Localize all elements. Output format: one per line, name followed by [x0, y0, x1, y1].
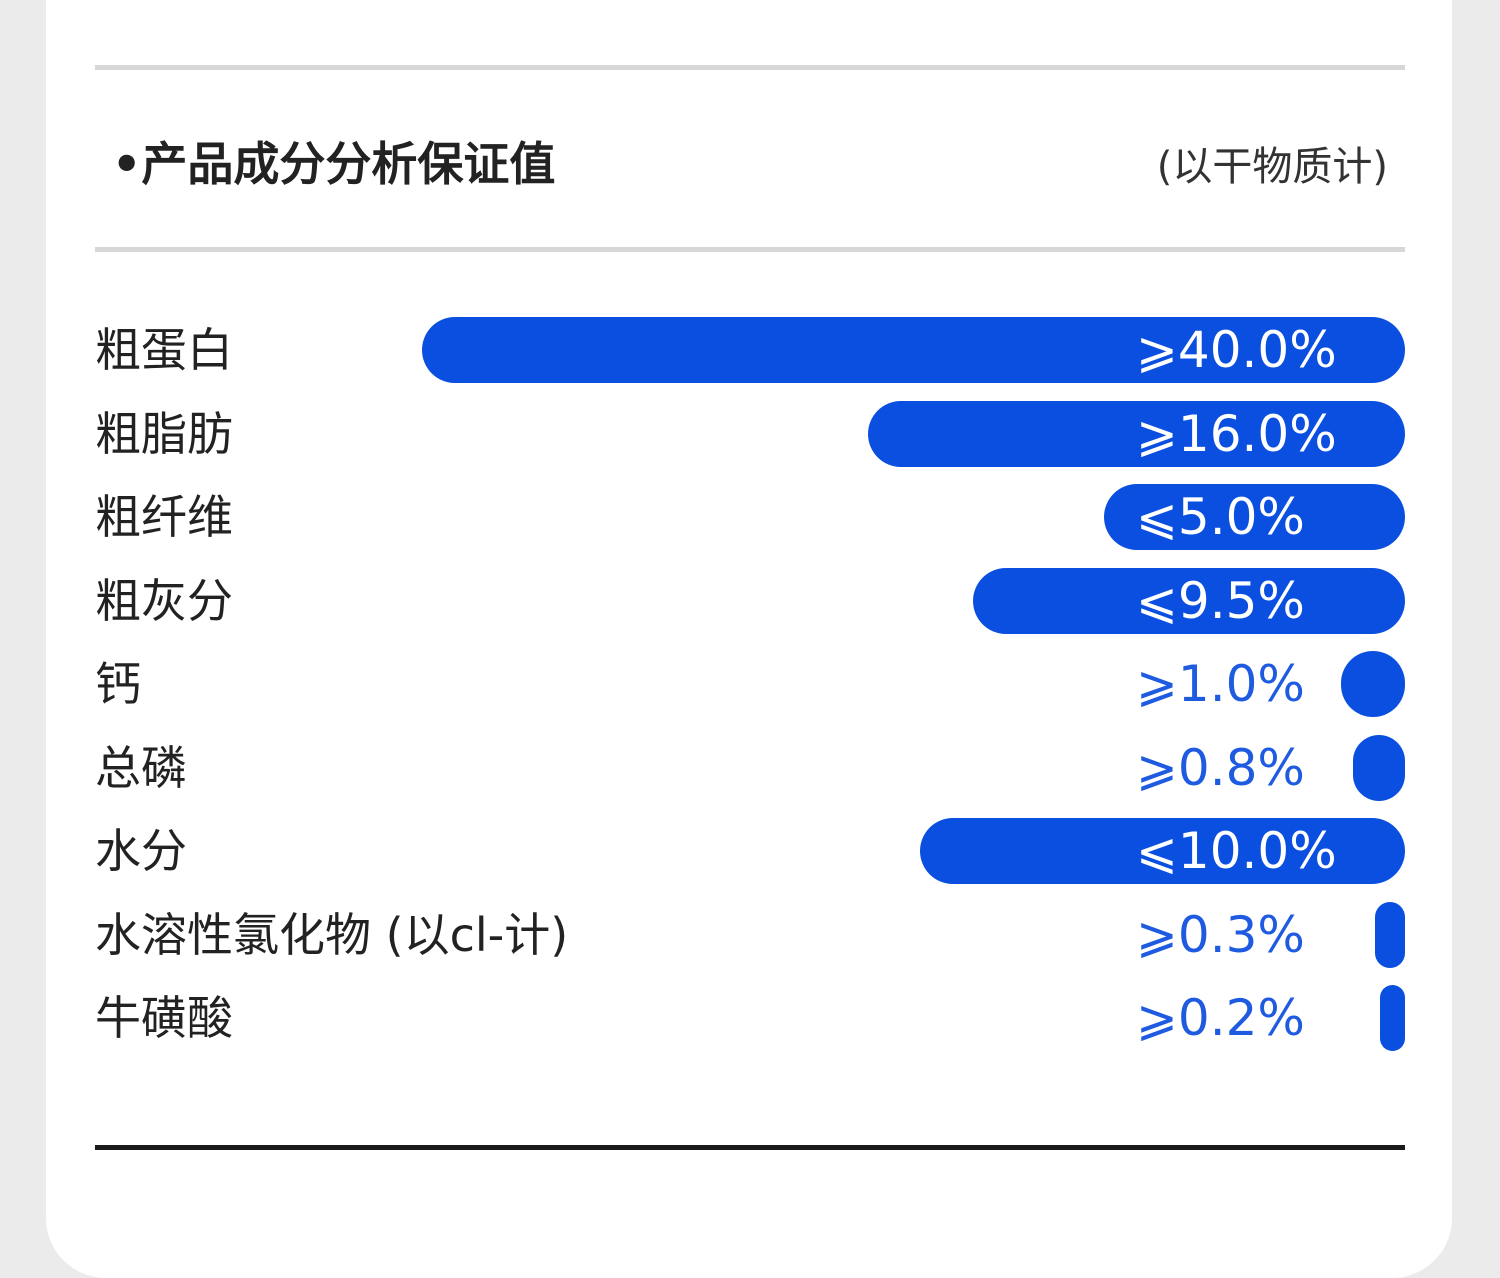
- value-label: ⩾16.0%: [1136, 404, 1337, 463]
- section-title: •产品成分分析保证值: [112, 137, 556, 191]
- category-label: 水溶性氯化物 (以cl-计): [95, 907, 569, 962]
- category-label: 钙: [95, 657, 141, 711]
- category-label: 粗脂肪: [95, 406, 233, 461]
- category-label: 粗蛋白: [95, 323, 233, 377]
- bar: [422, 317, 1405, 383]
- value-label: ⩾1.0%: [1136, 655, 1305, 713]
- top-divider: [95, 65, 1405, 70]
- category-label: 粗灰分: [95, 573, 233, 628]
- value-label: ⩾40.0%: [1136, 321, 1337, 379]
- category-label: 总磷: [95, 740, 187, 795]
- value-label: ⩾0.3%: [1136, 905, 1305, 964]
- value-label: ⩾0.2%: [1136, 989, 1305, 1047]
- bar: [1375, 901, 1405, 968]
- value-label: ⩽10.0%: [1136, 822, 1337, 880]
- category-label: 水分: [95, 824, 187, 878]
- bar: [1353, 734, 1405, 801]
- header-divider: [95, 247, 1405, 252]
- content-card: [46, 0, 1452, 1278]
- bar: [868, 400, 1405, 467]
- category-label: 牛磺酸: [95, 991, 233, 1045]
- bar: [1104, 484, 1405, 550]
- value-label: ⩽5.0%: [1136, 488, 1305, 546]
- bar: [1341, 651, 1405, 717]
- bar: [1380, 985, 1405, 1051]
- category-label: 粗纤维: [95, 490, 233, 544]
- section-note: (以干物质计): [1156, 144, 1388, 190]
- bottom-divider: [95, 1145, 1405, 1150]
- value-label: ⩾0.8%: [1136, 738, 1305, 797]
- bar: [973, 567, 1405, 634]
- value-label: ⩽9.5%: [1136, 571, 1305, 630]
- bar: [920, 818, 1405, 884]
